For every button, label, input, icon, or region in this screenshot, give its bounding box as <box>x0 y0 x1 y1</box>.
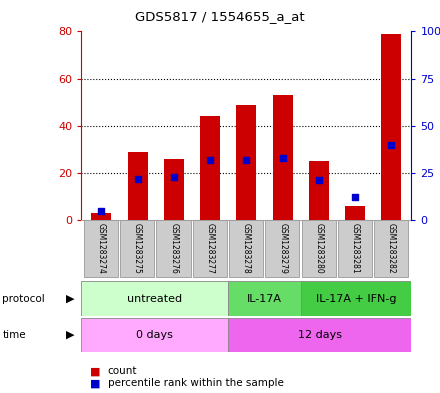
Text: GSM1283275: GSM1283275 <box>133 223 142 274</box>
Text: ■: ■ <box>90 366 101 376</box>
Bar <box>301 281 411 316</box>
Text: 0 days: 0 days <box>136 330 173 340</box>
Text: ▶: ▶ <box>66 330 75 340</box>
Point <box>134 175 141 182</box>
Bar <box>128 152 147 220</box>
Text: GSM1283281: GSM1283281 <box>351 223 359 274</box>
Text: ■: ■ <box>90 378 101 388</box>
Text: GSM1283280: GSM1283280 <box>315 223 323 274</box>
Text: GSM1283276: GSM1283276 <box>169 223 178 274</box>
Point <box>315 177 323 184</box>
Point <box>243 156 250 163</box>
Bar <box>120 220 154 277</box>
Point <box>279 155 286 161</box>
Bar <box>164 159 184 220</box>
Bar <box>229 220 263 277</box>
Text: IL-17A + IFN-g: IL-17A + IFN-g <box>316 294 396 304</box>
Bar <box>92 213 111 220</box>
Bar <box>345 206 365 220</box>
Bar <box>301 220 336 277</box>
Text: protocol: protocol <box>2 294 45 304</box>
Text: GSM1283279: GSM1283279 <box>278 223 287 274</box>
Text: 12 days: 12 days <box>298 330 342 340</box>
Bar <box>309 161 329 220</box>
Bar <box>381 34 401 220</box>
Text: untreated: untreated <box>127 294 182 304</box>
Text: percentile rank within the sample: percentile rank within the sample <box>108 378 284 388</box>
Text: IL-17A: IL-17A <box>247 294 282 304</box>
Point <box>207 156 214 163</box>
Text: GDS5817 / 1554655_a_at: GDS5817 / 1554655_a_at <box>135 10 305 23</box>
Text: ▶: ▶ <box>66 294 75 304</box>
Bar <box>236 105 257 220</box>
Bar <box>157 220 191 277</box>
Bar <box>273 95 293 220</box>
Bar <box>265 220 299 277</box>
Bar <box>338 220 372 277</box>
Text: GSM1283278: GSM1283278 <box>242 223 251 274</box>
Text: GSM1283277: GSM1283277 <box>205 223 215 274</box>
Point <box>170 174 177 180</box>
Bar <box>84 220 118 277</box>
Bar <box>228 281 301 316</box>
Point <box>98 208 105 214</box>
Bar <box>200 116 220 220</box>
Text: GSM1283274: GSM1283274 <box>97 223 106 274</box>
Bar <box>193 220 227 277</box>
Text: GSM1283282: GSM1283282 <box>387 223 396 274</box>
Bar <box>374 220 408 277</box>
Bar <box>228 318 411 352</box>
Point <box>352 194 359 200</box>
Bar <box>81 318 228 352</box>
Bar <box>81 281 228 316</box>
Text: time: time <box>2 330 26 340</box>
Text: count: count <box>108 366 137 376</box>
Point <box>388 141 395 148</box>
